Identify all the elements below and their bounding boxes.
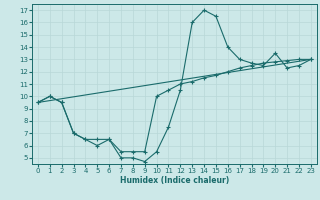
X-axis label: Humidex (Indice chaleur): Humidex (Indice chaleur)	[120, 176, 229, 185]
